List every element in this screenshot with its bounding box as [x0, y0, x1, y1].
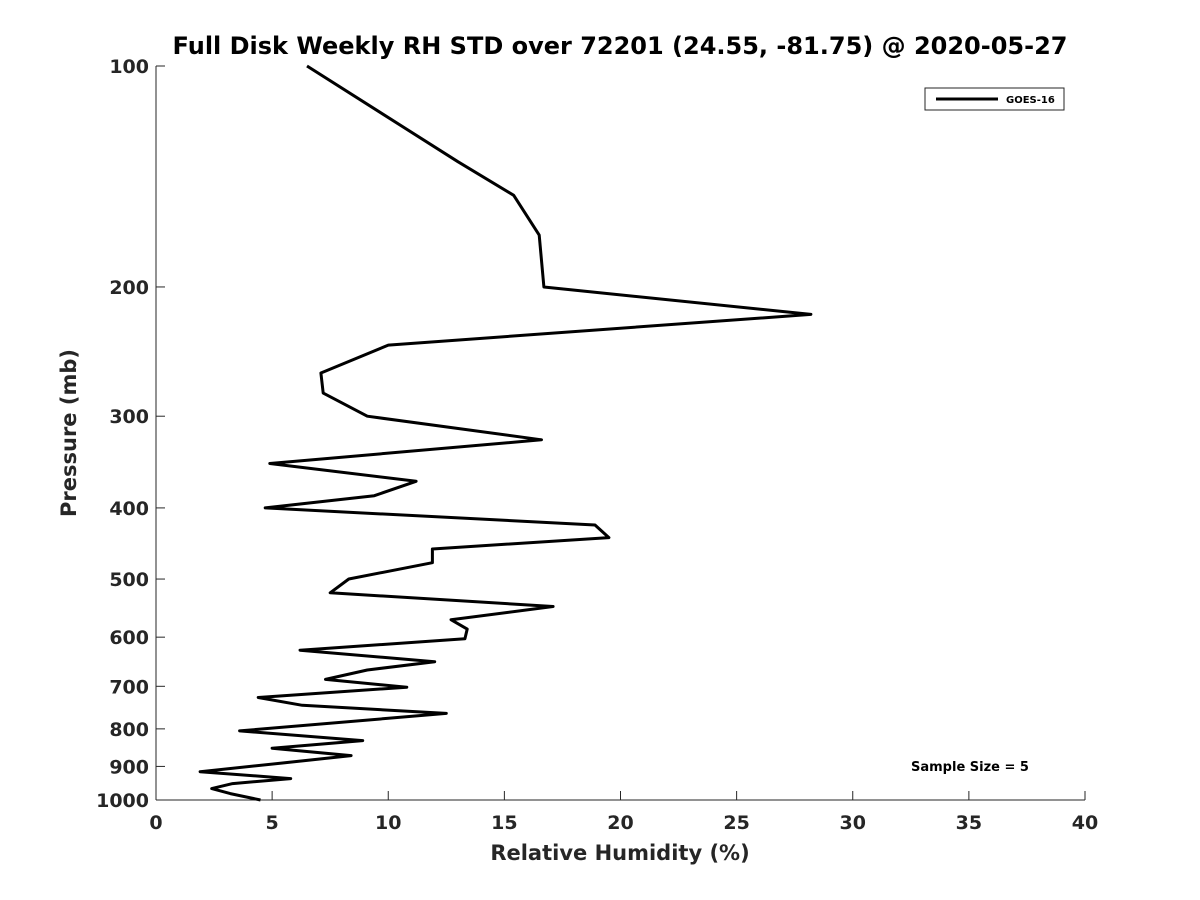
- x-ticks: 0 5 10 15 20 25 30 35 40: [149, 791, 1098, 834]
- y-tick-label: 400: [109, 498, 149, 520]
- x-tick-label: 10: [375, 812, 401, 834]
- y-tick-label: 900: [109, 756, 149, 778]
- y-axis-label: Pressure (mb): [57, 349, 81, 517]
- y-tick-label: 500: [109, 569, 149, 591]
- y-ticks: 100 200 300 400 500 600 700 800 900 1000: [96, 56, 165, 812]
- y-tick-label: 700: [109, 676, 149, 698]
- x-tick-label: 35: [956, 812, 982, 834]
- y-tick-label: 600: [109, 627, 149, 649]
- x-tick-label: 15: [491, 812, 517, 834]
- x-tick-label: 25: [723, 812, 749, 834]
- x-tick-label: 0: [149, 812, 162, 834]
- x-axis-label: Relative Humidity (%): [490, 841, 749, 865]
- x-tick-label: 20: [607, 812, 633, 834]
- y-tick-label: 800: [109, 719, 149, 741]
- y-tick-label: 1000: [96, 790, 149, 812]
- sample-size-annotation: Sample Size = 5: [911, 760, 1029, 775]
- y-tick-label: 100: [109, 56, 149, 78]
- x-tick-label: 30: [840, 812, 866, 834]
- chart-title: Full Disk Weekly RH STD over 72201 (24.5…: [173, 32, 1068, 60]
- y-tick-label: 300: [109, 406, 149, 428]
- x-tick-label: 5: [266, 812, 279, 834]
- legend: GOES-16: [924, 87, 1065, 111]
- x-tick-label: 40: [1072, 812, 1098, 834]
- y-tick-label: 200: [109, 277, 149, 299]
- legend-label-goes16: GOES-16: [1006, 95, 1055, 106]
- series-line-goes16: [198, 64, 813, 802]
